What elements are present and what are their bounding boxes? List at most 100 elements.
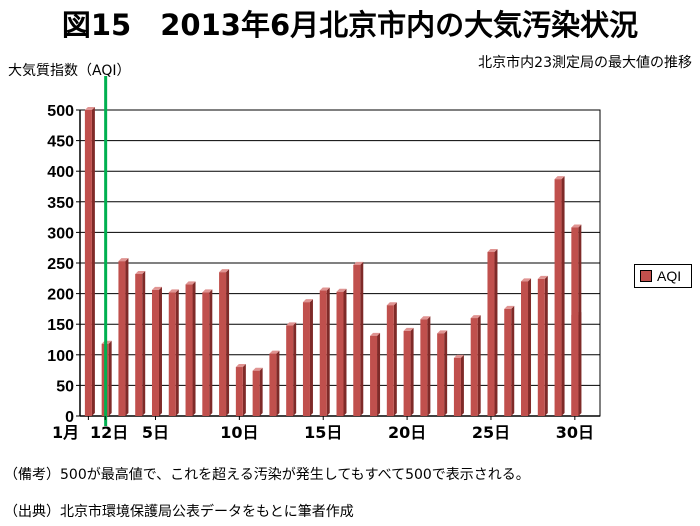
bar-top (487, 248, 498, 252)
bar-top (84, 107, 95, 110)
bar-side (158, 286, 162, 416)
bar (504, 308, 512, 416)
bar-side (192, 281, 196, 416)
bar-top (219, 269, 230, 273)
bar-side (343, 288, 347, 416)
bar (84, 110, 92, 416)
bar (437, 333, 445, 416)
bar-side (460, 354, 464, 416)
y-tick-label: 300 (47, 225, 74, 242)
bar (336, 291, 344, 416)
bar (370, 335, 378, 416)
chart-subtitle: 北京市内23測定局の最大値の推移 (478, 55, 692, 71)
bar-side (209, 289, 213, 416)
bar-side (276, 350, 280, 416)
y-tick-label: 0 (65, 409, 74, 426)
bar-side (377, 332, 381, 416)
bar-top (185, 281, 196, 285)
bar-side (293, 322, 297, 416)
bar (185, 284, 193, 416)
bar-side (494, 248, 498, 416)
bar-side (326, 287, 330, 416)
bar (420, 319, 428, 416)
bar-side (444, 330, 448, 416)
bar-side (226, 269, 230, 416)
x-tick-label: 20日 (388, 423, 426, 442)
bar-top (370, 332, 381, 336)
x-tick-label: 25日 (472, 423, 510, 442)
bar (386, 305, 394, 416)
bar-top (269, 350, 280, 354)
bar-side (561, 176, 565, 416)
bar-top (521, 278, 532, 282)
source-note: （出典）北京市環境保護局公表データをもとに筆者作成 (4, 504, 354, 520)
bar (571, 227, 579, 416)
bar-top (571, 224, 582, 228)
legend-swatch (640, 270, 652, 282)
bar-top (537, 275, 548, 279)
bar-top (403, 327, 414, 331)
y-tick-label: 350 (47, 195, 74, 212)
bar (286, 325, 294, 416)
y-tick-label: 450 (47, 134, 74, 151)
bar (453, 357, 461, 416)
bar (252, 370, 260, 416)
bar-side (393, 302, 397, 416)
y-tick-label: 50 (56, 378, 74, 395)
y-tick-label: 250 (47, 256, 74, 273)
y-tick-label: 500 (47, 103, 74, 120)
bar-side (477, 315, 481, 416)
bar (470, 318, 478, 416)
bar-top (168, 289, 179, 293)
y-tick-label: 400 (47, 164, 74, 181)
bar-top (504, 305, 515, 309)
bar (521, 281, 529, 416)
bar-top (202, 289, 213, 293)
bar-top (235, 364, 246, 368)
bar-top (302, 299, 313, 303)
bar (537, 278, 545, 416)
bar (269, 353, 277, 416)
bar (302, 302, 310, 416)
legend-label: AQI (657, 268, 682, 284)
bar-top (420, 316, 431, 320)
bar-side (142, 271, 146, 416)
bar (168, 292, 176, 416)
bar-side (175, 289, 179, 416)
bar-side (528, 278, 532, 416)
bar-top (437, 330, 448, 334)
x-tick-label: 1月 (52, 423, 79, 442)
bar-side (511, 305, 515, 416)
legend: AQI (634, 264, 692, 288)
bar-side (544, 275, 548, 416)
bar-top (470, 315, 481, 319)
bar (403, 330, 411, 416)
remark-note: （備考）500が最高値で、これを超える汚染が発生してもすべて500で表示される。 (4, 467, 530, 483)
bar (202, 292, 210, 416)
bar (151, 289, 159, 416)
bar (487, 251, 495, 416)
bar-top (286, 322, 297, 326)
x-tick-label: 30日 (556, 423, 594, 442)
x-tick-label: 10日 (220, 423, 258, 442)
bar-top (118, 258, 129, 262)
bar (353, 264, 361, 416)
bar (235, 367, 243, 416)
bar-side (125, 258, 129, 416)
bar-top (554, 176, 565, 180)
bar (135, 274, 143, 416)
bar-side (410, 327, 414, 416)
bar (554, 179, 562, 416)
x-tick-label: 12日 (90, 423, 128, 442)
x-tick-label: 15日 (304, 423, 342, 442)
y-tick-label: 150 (47, 317, 74, 334)
bar-side (427, 316, 431, 416)
bar-top (386, 302, 397, 306)
bar-side (309, 299, 313, 416)
bar-side (108, 340, 112, 416)
bar-side (259, 367, 263, 416)
bar (219, 272, 227, 416)
x-tick-label: 5日 (142, 423, 169, 442)
bar-top (453, 354, 464, 358)
page-title: 図15 2013年6月北京市内の大気汚染状況 (61, 8, 639, 42)
